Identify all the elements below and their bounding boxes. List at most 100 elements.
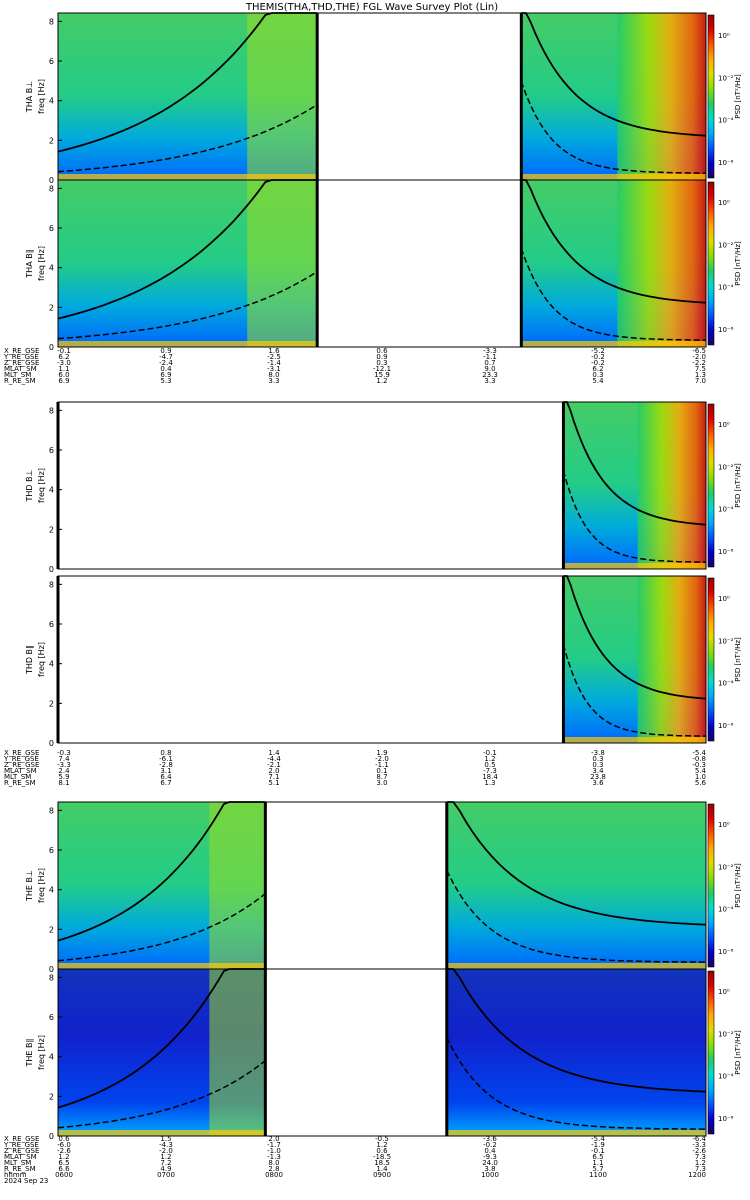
panel-4: 0 2 4 6 8 THD B∥ freq [Hz] 10⁰ 10⁻² 10⁻⁴ 10⁻⁶ PSD [… — [25, 575, 742, 748]
half-fce-curve — [562, 644, 706, 737]
panel-ylabel: THA B∥ — [25, 249, 34, 278]
colorbar — [707, 577, 715, 742]
ephemeris-value: 6.6 — [58, 1165, 70, 1173]
ephemeris-value: -5.4 — [591, 1135, 605, 1143]
ephemeris-label: R_RE_SM — [4, 1165, 36, 1173]
spectrogram-right — [446, 969, 706, 1136]
ephemeris-value: 0.5 — [484, 761, 495, 769]
ephemeris-label: MLT_SM — [4, 1159, 31, 1167]
ephemeris-value: 8.1 — [58, 779, 69, 787]
colorbar-label: PSD [nT²/Hz] — [734, 241, 742, 286]
ephemeris-value: -1.4 — [267, 359, 281, 367]
ephemeris-label: MLAT_SM — [4, 365, 37, 373]
panel-ylabel-units: freq [Hz] — [37, 642, 46, 677]
ephemeris-label: R_RE_SM — [4, 779, 36, 787]
ephemeris-value: 6.5 — [592, 1153, 603, 1161]
ephemeris-value: 3.3 — [268, 377, 279, 385]
colorbar-tick: 10⁻⁴ — [718, 1073, 734, 1081]
half-fce-curve — [57, 103, 318, 173]
ephemeris-value: 23.8 — [590, 773, 606, 781]
colorbar-tick: 10⁻² — [718, 74, 734, 82]
colorbar-tick: 10⁻² — [718, 637, 734, 645]
ephemeris-value: 1.1 — [58, 365, 69, 373]
ephemeris-value: 2.4 — [58, 767, 70, 775]
colorbar-tick: 10⁰ — [718, 988, 730, 996]
ephemeris-value: -5.4 — [692, 749, 706, 757]
colorbar — [707, 181, 715, 346]
y-tick-label: 6 — [49, 1013, 54, 1022]
data-gap — [58, 576, 564, 743]
ephemeris-value: -1.3 — [267, 1153, 281, 1161]
ephemeris-value: -6.4 — [692, 1135, 706, 1143]
y-tick-label: 2 — [49, 925, 54, 934]
y-tick-label: 0 — [49, 176, 54, 185]
ephemeris-value: 0800 — [265, 1171, 283, 1179]
ephemeris-value: 6.4 — [160, 773, 172, 781]
ephemeris-value: -0.8 — [692, 755, 706, 763]
ephemeris-value: -2.0 — [692, 353, 706, 361]
y-tick-label: 0 — [49, 565, 54, 574]
ephemeris-value: 0.3 — [376, 359, 387, 367]
ephemeris-value: -3.8 — [591, 749, 605, 757]
ephemeris-block-3: X_RE_GSEY_RE_GSEZ_RE_GSEMLAT_SMMLT_SMR_R… — [3, 1135, 707, 1185]
ephemeris-value: 5.1 — [268, 779, 279, 787]
ephemeris-label: Y_RE_GSE — [3, 1141, 39, 1149]
ephemeris-block-2: X_RE_GSEY_RE_GSEZ_RE_GSEMLAT_SMMLT_SMR_R… — [3, 749, 707, 787]
ephemeris-value: 0600 — [55, 1171, 73, 1179]
ephemeris-value: 3.3 — [484, 377, 495, 385]
y-tick-label: 0 — [49, 965, 54, 974]
colorbar-label: PSD [nT²/Hz] — [734, 637, 742, 682]
ephemeris-blocks: X_RE_GSEY_RE_GSEZ_RE_GSEMLAT_SMMLT_SMR_R… — [3, 347, 707, 1185]
ephemeris-value: 1000 — [481, 1171, 499, 1179]
ephemeris-value: 2.0 — [268, 1135, 279, 1143]
ephemeris-value: -0.1 — [591, 1147, 605, 1155]
panel-ylabel-units: freq [Hz] — [37, 468, 46, 503]
ephemeris-value: 8.0 — [268, 371, 279, 379]
spectrogram-right — [446, 802, 706, 969]
colorbar-tick: 10⁰ — [718, 32, 730, 40]
y-tick-label: 4 — [49, 97, 54, 106]
panel-frame — [57, 401, 707, 570]
ephemeris-value: -0.5 — [375, 1135, 389, 1143]
ephemeris-value: 6.9 — [160, 371, 171, 379]
ephemeris-value: 6.2 — [58, 353, 69, 361]
panel-6: 0 2 4 6 8 THE B∥ freq [Hz] 10⁰ 10⁻² 10⁻⁴ 10⁻⁶ PSD [… — [25, 968, 742, 1141]
ephemeris-value: 7.2 — [160, 1159, 171, 1167]
ephemeris-value: -5.2 — [591, 347, 605, 355]
ephemeris-value: -1.9 — [591, 1141, 605, 1149]
ephemeris-value: 0900 — [373, 1171, 391, 1179]
colorbar-tick: 10⁻² — [718, 863, 734, 871]
panel-ylabel-units: freq [Hz] — [37, 246, 46, 281]
panel-ylabel: THD B∥ — [25, 645, 34, 675]
panel-ylabel: THE B⊥ — [25, 870, 34, 902]
ephemeris-value: -2.1 — [267, 761, 281, 769]
ephemeris-value: 1100 — [589, 1171, 607, 1179]
ephemeris-label: Z_RE_GSE — [4, 1147, 39, 1155]
half-fce-curve — [446, 870, 706, 963]
y-tick-label: 2 — [49, 699, 54, 708]
ephemeris-value: -9.3 — [483, 1153, 497, 1161]
ephemeris-label: Y_RE_GSE — [3, 353, 39, 361]
ephemeris-value: 5.7 — [592, 1165, 603, 1173]
data-gap — [317, 13, 522, 180]
colorbar-tick: 10⁻⁶ — [718, 948, 734, 956]
panel-3: 0 2 4 6 8 THD B⊥ freq [Hz] 10⁰ 10⁻² 10⁻⁴ 10⁻⁶ PSD [… — [25, 401, 742, 574]
colorbar-tick: 10⁻⁴ — [718, 117, 734, 125]
ephemeris-value: 1.2 — [160, 1153, 171, 1161]
ephemeris-value: -3.3 — [692, 1141, 706, 1149]
colorbar-tick: 10⁰ — [718, 421, 730, 429]
ephemeris-value: 5.6 — [695, 779, 707, 787]
data-gap — [58, 402, 564, 569]
colorbar-tick: 10⁻⁴ — [718, 284, 734, 292]
fce-curve — [563, 575, 707, 700]
ephemeris-label: Z_RE_GSE — [4, 359, 39, 367]
ephemeris-value: -0.2 — [591, 353, 605, 361]
ephemeris-value: -4.3 — [159, 1141, 173, 1149]
colorbar — [707, 970, 715, 1135]
ephemeris-value: -4.7 — [159, 353, 173, 361]
ephemeris-value: -1.0 — [267, 1147, 281, 1155]
ephemeris-value: 1.2 — [58, 1153, 69, 1161]
y-tick-label: 6 — [49, 846, 54, 855]
colorbar-tick: 10⁻⁶ — [718, 326, 734, 334]
colorbar — [707, 403, 715, 568]
